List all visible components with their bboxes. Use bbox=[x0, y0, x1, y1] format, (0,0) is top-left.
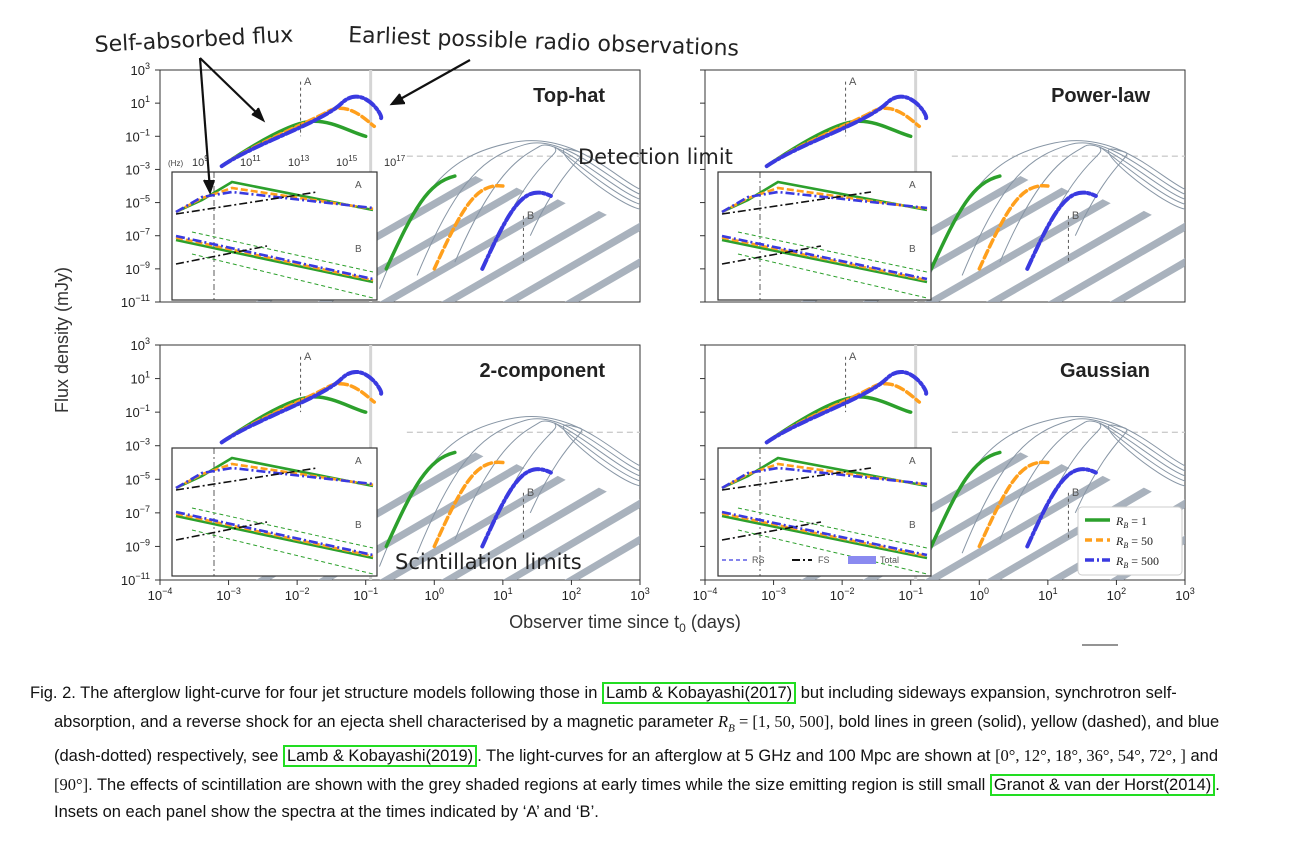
x-tick-label: 10−2 bbox=[285, 586, 310, 603]
y-tick-label: 10−1 bbox=[125, 127, 150, 144]
y-tick-label: 10−11 bbox=[121, 293, 150, 310]
x-tick-label: 10−3 bbox=[216, 586, 241, 603]
y-tick-label: 101 bbox=[131, 370, 150, 387]
x-tick-label: 101 bbox=[493, 586, 512, 603]
caption-text-5: and bbox=[1185, 747, 1219, 766]
rb-symbol: RB bbox=[718, 711, 735, 734]
x-tick-label: 10−4 bbox=[148, 586, 173, 603]
figure-caption: Fig. 2. The afterglow light-curve for fo… bbox=[30, 680, 1230, 827]
x-tick-label: 10−1 bbox=[353, 586, 378, 603]
inset-legend: RS FS Total bbox=[722, 555, 899, 565]
y-tick-label: 10−11 bbox=[121, 571, 150, 588]
x-tick-label: 100 bbox=[425, 586, 444, 603]
x-tick-label: 10−1 bbox=[898, 586, 923, 603]
marker-b: B bbox=[1072, 210, 1079, 222]
caption-text-4: . The light-curves for an afterglow at 5… bbox=[477, 747, 996, 766]
legend-rb-500: RB = 500 bbox=[1115, 554, 1159, 570]
caption-text-6: . The effects of scintillation are shown… bbox=[88, 775, 990, 794]
angles-list-2: [90°] bbox=[54, 774, 89, 794]
caption-text-7: . Insets on each panel show the spectra … bbox=[54, 775, 1220, 822]
caption-text-2: but including sideways expansion, synchr… bbox=[54, 684, 1177, 731]
scintillation-limits-annotation: Scintillation limits bbox=[395, 550, 582, 574]
legend-rb-1: RB = 1 bbox=[1115, 514, 1147, 530]
panel-top-hat: ABTop-hat10310110−110−310−510−710−910−11… bbox=[121, 61, 641, 310]
detection-limit-annotation: Detection limit bbox=[578, 145, 733, 169]
x-tick-label: 103 bbox=[630, 586, 649, 603]
svg-text:A: A bbox=[355, 456, 362, 467]
marker-a: A bbox=[304, 351, 312, 363]
svg-text:B: B bbox=[909, 520, 916, 531]
y-tick-label: 10−3 bbox=[125, 437, 150, 454]
inset-freq-tick: 1013 bbox=[288, 154, 310, 169]
citation-granot-2014[interactable]: Granot & van der Horst(2014) bbox=[989, 773, 1216, 796]
y-tick-label: 103 bbox=[131, 61, 150, 78]
y-tick-label: 10−5 bbox=[125, 470, 150, 487]
inset-legend-total: Total bbox=[880, 555, 899, 565]
x-tick-label: 10−2 bbox=[830, 586, 855, 603]
y-tick-label: 101 bbox=[131, 94, 150, 111]
y-tick-label: 10−7 bbox=[125, 227, 150, 244]
x-axis-label: Observer time since t0 (days) bbox=[509, 612, 741, 635]
caption-text-3: , bold lines in green (solid), yellow (d… bbox=[54, 712, 1220, 766]
y-axis-label: Flux density (mJy) bbox=[52, 267, 72, 413]
y-tick-label: 10−9 bbox=[125, 537, 150, 554]
y-tick-label: 10−3 bbox=[125, 160, 150, 177]
x-tick-label: 101 bbox=[1038, 586, 1057, 603]
y-tick-label: 10−9 bbox=[125, 260, 150, 277]
marker-b: B bbox=[527, 487, 534, 499]
caption-text-1: Fig. 2. The afterglow light-curve for fo… bbox=[30, 684, 602, 702]
inset-freq-tick: 1015 bbox=[336, 154, 358, 169]
panel-title: Power-law bbox=[1051, 85, 1150, 107]
legend-rb-50: RB = 50 bbox=[1115, 534, 1153, 550]
x-tick-label: 10−4 bbox=[693, 586, 718, 603]
inset-freq-unit: (Hz) bbox=[168, 159, 183, 168]
marker-b: B bbox=[527, 210, 534, 222]
svg-text:A: A bbox=[355, 180, 362, 191]
svg-text:A: A bbox=[909, 456, 916, 467]
panel-2-component: AB2-component10310110−110−310−510−710−91… bbox=[121, 336, 650, 603]
inset-legend-rs: RS bbox=[752, 555, 765, 565]
inset-freq-tick: 1017 bbox=[384, 154, 406, 169]
annotation-arrows bbox=[198, 57, 471, 195]
marker-a: A bbox=[849, 351, 857, 363]
citation-lamb-2019[interactable]: Lamb & Kobayashi(2019) bbox=[282, 745, 478, 768]
earliest-observations-annotation: Earliest possible radio observations bbox=[348, 23, 740, 62]
x-tick-label: 100 bbox=[970, 586, 989, 603]
x-tick-label: 10−3 bbox=[761, 586, 786, 603]
panel-title: Gaussian bbox=[1060, 360, 1150, 382]
legend: RB = 1 RB = 50 RB = 500 bbox=[1077, 506, 1183, 576]
inset-legend-fs: FS bbox=[818, 555, 830, 565]
x-tick-label: 103 bbox=[1175, 586, 1194, 603]
panel-group: ABTop-hat10310110−110−310−510−710−910−11… bbox=[121, 61, 1195, 603]
spectrum-inset: AB bbox=[717, 171, 932, 301]
svg-text:A: A bbox=[909, 180, 916, 191]
y-tick-label: 10−5 bbox=[125, 194, 150, 211]
spectrum-inset: AB bbox=[717, 447, 932, 577]
marker-a: A bbox=[304, 76, 312, 88]
x-tick-label: 102 bbox=[562, 586, 581, 603]
svg-text:B: B bbox=[909, 244, 916, 255]
marker-b: B bbox=[1072, 487, 1079, 499]
self-absorbed-annotation: Self-absorbed flux bbox=[94, 23, 294, 58]
figure: Flux density (mJy) Observer time since t… bbox=[52, 23, 1195, 646]
y-tick-label: 103 bbox=[131, 336, 150, 353]
y-tick-label: 10−1 bbox=[125, 403, 150, 420]
svg-text:B: B bbox=[355, 520, 362, 531]
panel-title: Top-hat bbox=[533, 85, 605, 107]
panel-title: 2-component bbox=[479, 360, 605, 382]
spectrum-inset: AB bbox=[171, 171, 378, 301]
angles-list-1: [0°, 12°, 18°, 36°, 54°, 72°, ] bbox=[995, 746, 1186, 766]
x-tick-label: 102 bbox=[1107, 586, 1126, 603]
citation-lamb-2017[interactable]: Lamb & Kobayashi(2017) bbox=[601, 682, 797, 704]
y-tick-label: 10−7 bbox=[125, 504, 150, 521]
inset-freq-tick: 1011 bbox=[240, 154, 261, 169]
spectrum-inset: AB bbox=[171, 447, 378, 577]
rb-values: = [1, 50, 500] bbox=[734, 711, 830, 731]
marker-a: A bbox=[849, 76, 857, 88]
svg-text:B: B bbox=[355, 244, 362, 255]
